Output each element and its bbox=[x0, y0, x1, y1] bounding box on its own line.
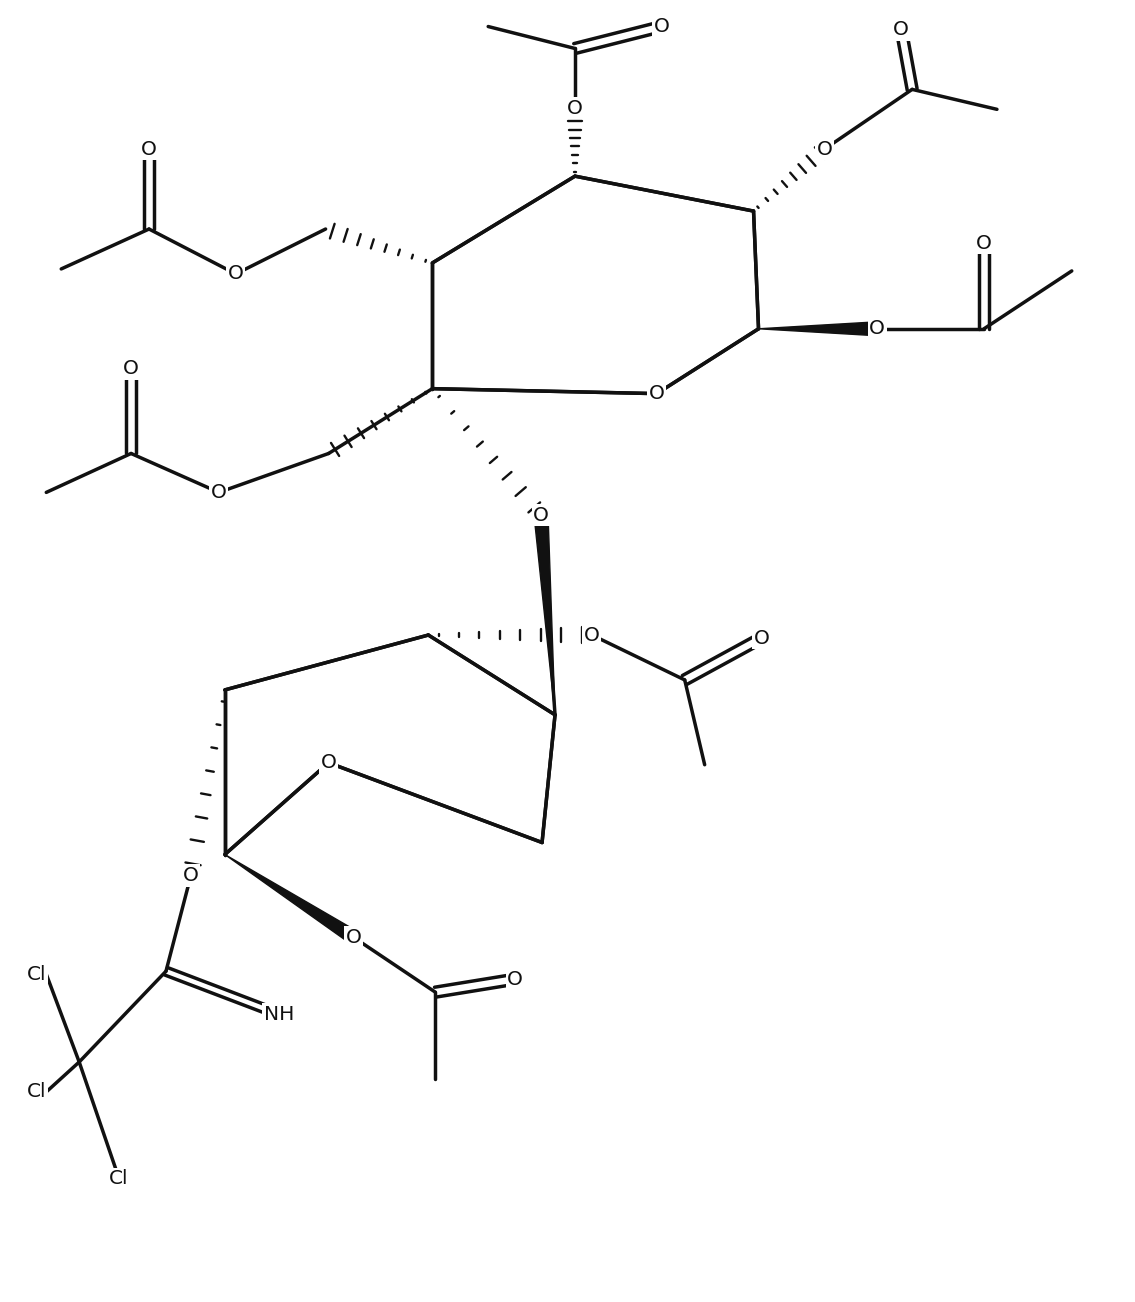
Text: O: O bbox=[654, 17, 670, 36]
Text: O: O bbox=[649, 384, 665, 404]
Polygon shape bbox=[225, 854, 358, 943]
Text: O: O bbox=[754, 629, 770, 647]
Text: O: O bbox=[211, 483, 227, 501]
Text: O: O bbox=[345, 928, 361, 947]
Text: O: O bbox=[568, 99, 583, 118]
Text: Cl: Cl bbox=[27, 965, 47, 984]
Text: O: O bbox=[183, 866, 199, 885]
Polygon shape bbox=[758, 322, 877, 336]
Text: NH: NH bbox=[263, 1005, 294, 1023]
Text: Cl: Cl bbox=[27, 1082, 47, 1101]
Text: O: O bbox=[533, 506, 549, 525]
Text: O: O bbox=[228, 264, 244, 284]
Text: Cl: Cl bbox=[109, 1169, 129, 1189]
Text: O: O bbox=[507, 970, 523, 988]
Text: O: O bbox=[976, 233, 992, 253]
Polygon shape bbox=[535, 514, 555, 715]
Text: O: O bbox=[816, 139, 832, 159]
Text: O: O bbox=[123, 359, 138, 378]
Text: O: O bbox=[321, 754, 336, 772]
Text: O: O bbox=[893, 20, 909, 39]
Text: O: O bbox=[585, 625, 600, 644]
Text: O: O bbox=[869, 319, 885, 339]
Text: O: O bbox=[141, 139, 157, 159]
